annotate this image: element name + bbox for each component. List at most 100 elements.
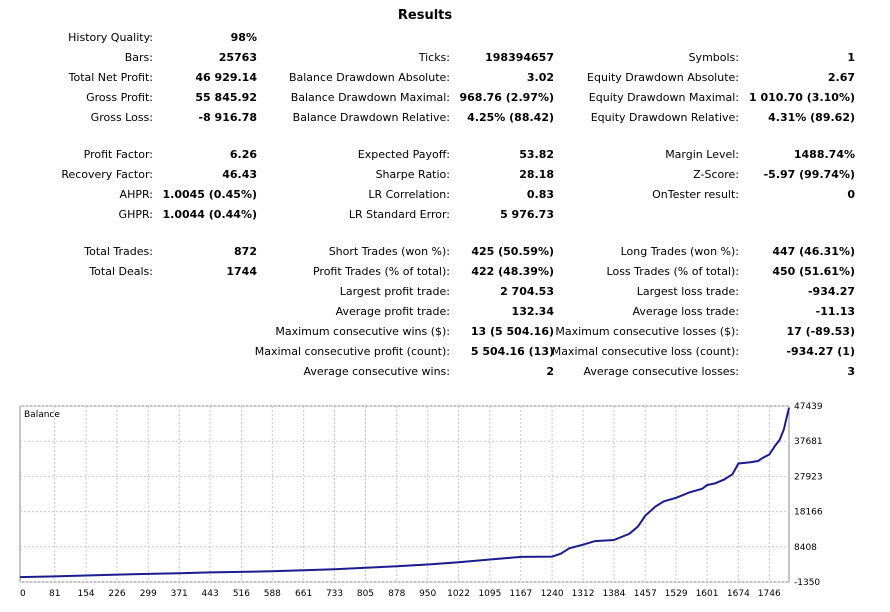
stat-label: Expected Payoff: — [357, 148, 450, 161]
stat-label: Margin Level: — [665, 148, 739, 161]
x-tick-label: 950 — [419, 589, 436, 599]
stat-value: 425 (50.59%) — [471, 245, 554, 258]
stat-value: 3.02 — [526, 71, 554, 84]
stat-label: Balance Drawdown Relative: — [292, 111, 450, 124]
stat-value: 4.25% (88.42) — [467, 111, 554, 124]
stat-value: -5.97 (99.74%) — [763, 168, 855, 181]
stat-value: -934.27 (1) — [786, 345, 855, 358]
x-tick-label: 1167 — [509, 589, 532, 599]
stat-value: 450 (51.61%) — [772, 265, 855, 278]
stat-label: LR Correlation: — [368, 188, 450, 201]
x-tick-label: 1746 — [758, 589, 781, 599]
y-tick-label: -1350 — [794, 578, 820, 588]
x-tick-label: 371 — [171, 589, 188, 599]
stat-label: Largest profit trade: — [339, 285, 450, 298]
stat-label: Maximal consecutive profit (count): — [254, 345, 450, 358]
stat-label: Loss Trades (% of total): — [606, 265, 739, 278]
stat-label: Symbols: — [688, 51, 739, 64]
stat-label: Equity Drawdown Relative: — [590, 111, 739, 124]
stat-value: 4.31% (89.62) — [768, 111, 855, 124]
chart-title: Balance — [24, 410, 60, 420]
stat-label: Largest loss trade: — [636, 285, 739, 298]
stat-label: Balance Drawdown Maximal: — [290, 91, 450, 104]
stat-value: 1.0044 (0.44%) — [162, 208, 258, 221]
stat-value: 1744 — [226, 265, 257, 278]
stat-label: Equity Drawdown Absolute: — [587, 71, 739, 84]
balance-line — [19, 407, 790, 579]
stat-value: 0.83 — [526, 188, 554, 201]
stat-label: Maximum consecutive losses ($): — [555, 325, 739, 338]
x-tick-label: 1529 — [665, 589, 688, 599]
x-tick-label: 0 — [20, 589, 26, 599]
stat-value: 872 — [234, 245, 257, 258]
y-tick-label: 27923 — [794, 472, 823, 482]
stat-label: Recovery Factor: — [61, 168, 153, 181]
stat-label: History Quality: — [68, 31, 153, 44]
stat-value: 28.18 — [519, 168, 554, 181]
stat-value: 6.26 — [229, 148, 257, 161]
stat-label: Maximum consecutive wins ($): — [275, 325, 450, 338]
x-tick-label: 588 — [264, 589, 281, 599]
x-tick-label: 1384 — [602, 589, 625, 599]
stat-value: 2 — [546, 365, 554, 378]
y-tick-label: 18166 — [794, 508, 823, 518]
stat-value: 55 845.92 — [195, 91, 257, 104]
stat-label: Average consecutive losses: — [583, 365, 739, 378]
stat-value: 1.0045 (0.45%) — [162, 188, 258, 201]
stat-label: Average consecutive wins: — [303, 365, 450, 378]
stat-label: Total Trades: — [84, 245, 153, 258]
stat-label: Gross Profit: — [86, 91, 153, 104]
stat-value: -11.13 — [815, 305, 855, 318]
stat-label: OnTester result: — [652, 188, 739, 201]
stat-label: Balance Drawdown Absolute: — [288, 71, 450, 84]
x-tick-label: 661 — [295, 589, 312, 599]
stat-value: 132.34 — [511, 305, 554, 318]
stat-label: Profit Trades (% of total): — [312, 265, 450, 278]
report-title: Results — [397, 8, 453, 23]
stat-value: 5 504.16 (13) — [470, 345, 554, 358]
stat-value: 1 — [847, 51, 855, 64]
stat-value: 0 — [847, 188, 855, 201]
x-tick-label: 299 — [140, 589, 157, 599]
stat-label: Ticks: — [418, 51, 450, 64]
x-tick-label: 1674 — [727, 589, 750, 599]
stat-value: 46 929.14 — [195, 71, 257, 84]
stat-value: 5 976.73 — [500, 208, 554, 221]
x-tick-label: 1457 — [634, 589, 657, 599]
stat-label: Equity Drawdown Maximal: — [588, 91, 739, 104]
stat-value: -934.27 — [807, 285, 855, 298]
stat-value: 3 — [847, 365, 855, 378]
stat-value: 422 (48.39%) — [471, 265, 554, 278]
x-tick-label: 1095 — [478, 589, 501, 599]
stat-value: 1 010.70 (3.10%) — [749, 91, 855, 104]
x-tick-label: 805 — [357, 589, 374, 599]
stat-label: Total Net Profit: — [68, 71, 153, 84]
x-tick-label: 443 — [202, 589, 219, 599]
stat-value: 968.76 (2.97%) — [459, 91, 555, 104]
x-tick-label: 878 — [388, 589, 405, 599]
stat-label: Long Trades (won %): — [620, 245, 739, 258]
stat-value: 46.43 — [222, 168, 257, 181]
x-tick-label: 516 — [233, 589, 250, 599]
stat-value: 53.82 — [519, 148, 554, 161]
x-tick-label: 1601 — [696, 589, 719, 599]
stat-value: 2 704.53 — [500, 285, 554, 298]
stat-value: 98% — [230, 31, 257, 44]
plot-frame — [19, 405, 790, 583]
balance-chart: 0 81 154 226 299 371 443 516 588 661 733 805 878 950 1… — [0, 400, 890, 612]
stat-value: 447 (46.31%) — [772, 245, 855, 258]
stat-value: 2.67 — [827, 71, 855, 84]
stat-label: Profit Factor: — [83, 148, 153, 161]
stat-label: Average profit trade: — [335, 305, 450, 318]
stat-value: 13 (5 504.16) — [470, 325, 554, 338]
stat-label: Maximal consecutive loss (count): — [551, 345, 739, 358]
stat-value: 25763 — [218, 51, 257, 64]
x-tick-label: 733 — [326, 589, 343, 599]
stat-label: AHPR: — [119, 188, 153, 201]
stat-label: Total Deals: — [89, 265, 153, 278]
x-tick-label: 1312 — [572, 589, 595, 599]
x-tick-label: 1022 — [447, 589, 470, 599]
x-tick-label: 154 — [77, 589, 94, 599]
stat-label: Bars: — [124, 51, 153, 64]
y-tick-label: 8408 — [794, 543, 817, 553]
